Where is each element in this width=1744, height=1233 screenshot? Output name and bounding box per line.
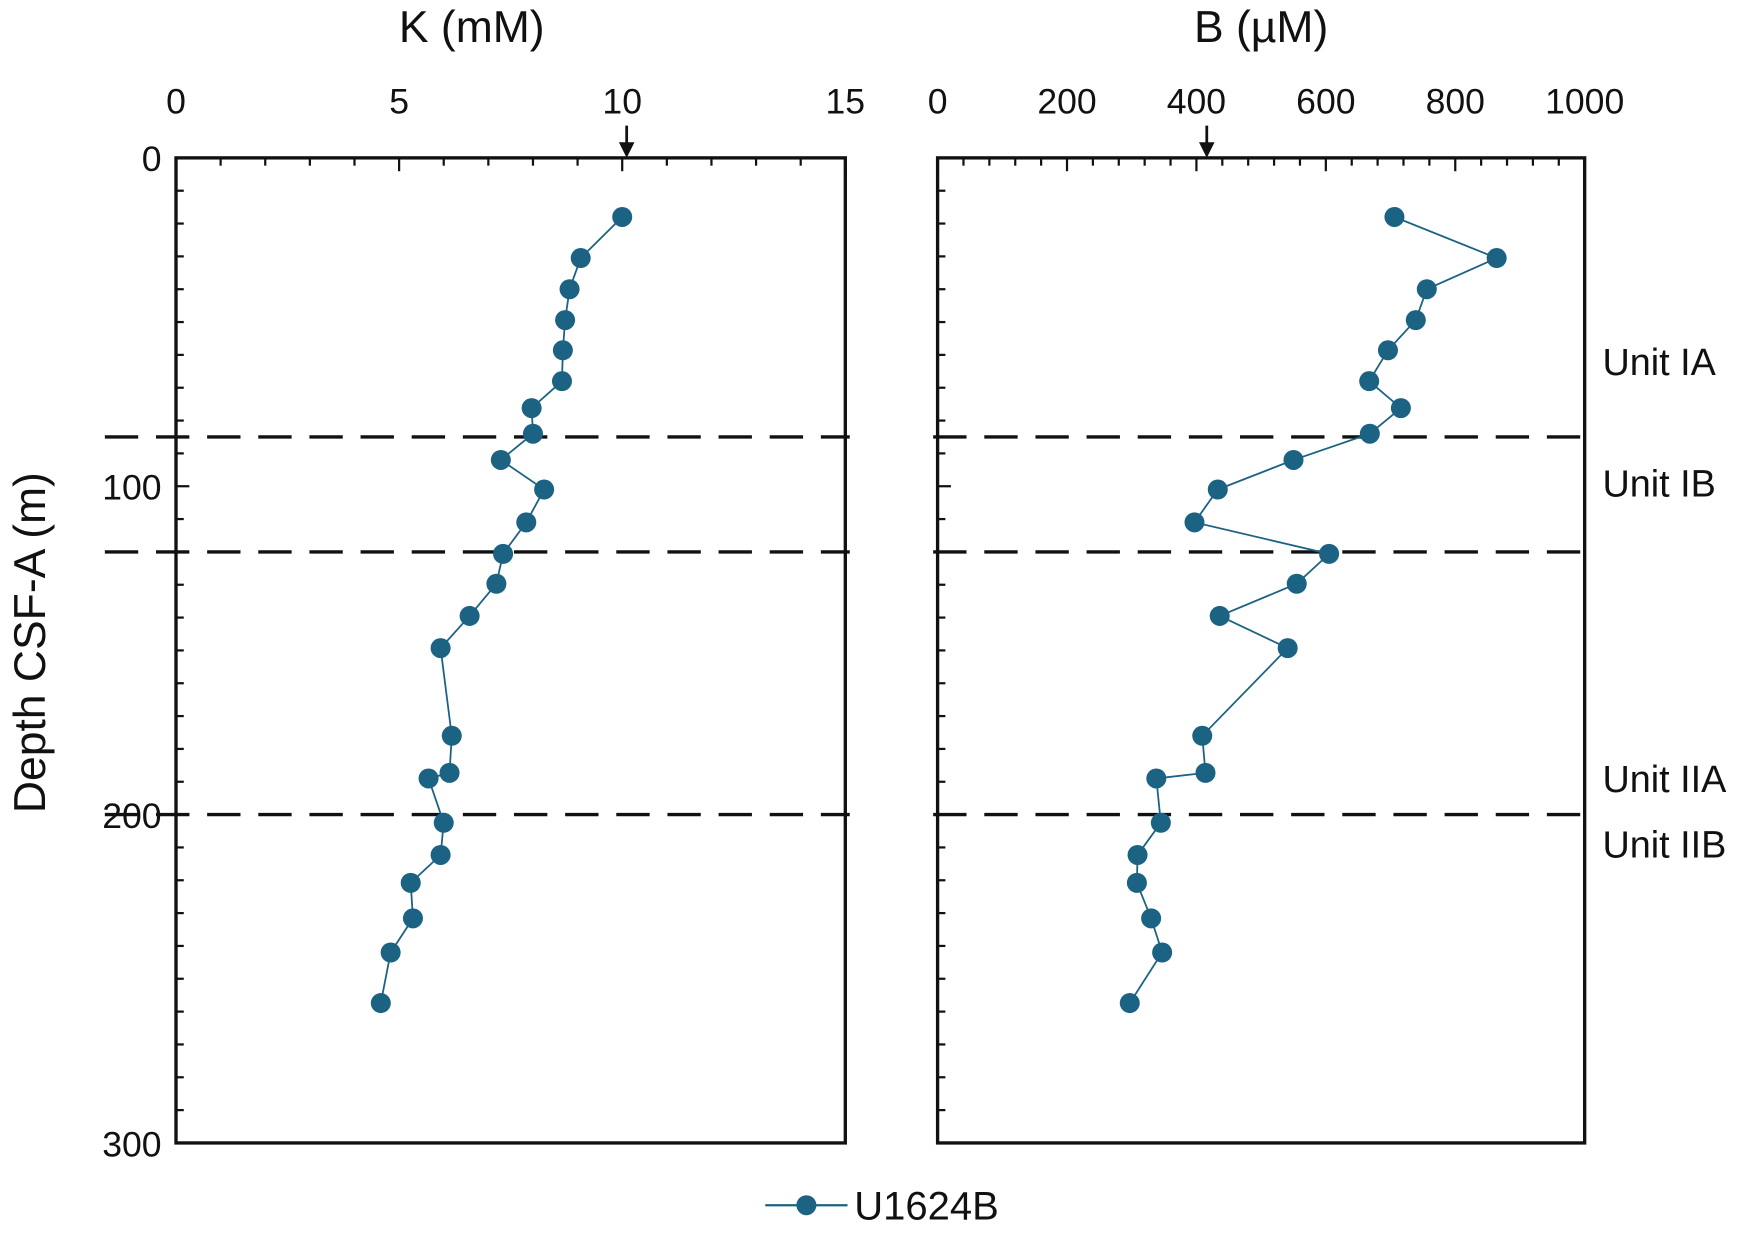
x-tick-label: 1000 [1545, 81, 1624, 121]
legend: U1624B [765, 1185, 999, 1229]
legend-label: U1624B [854, 1185, 999, 1229]
unit-label: Unit IIB [1602, 824, 1726, 866]
data-point [439, 762, 460, 783]
plot-frame [174, 156, 847, 1145]
data-point [490, 449, 511, 470]
data-point [1195, 762, 1216, 783]
data-point [1150, 812, 1171, 833]
data-point [1283, 449, 1304, 470]
y-tick-label: 0 [142, 139, 162, 179]
x-tick-label: 600 [1296, 81, 1355, 121]
y-tick-label: 100 [102, 468, 161, 508]
x-tick-label: 5 [389, 81, 409, 121]
data-point [1209, 605, 1230, 626]
series-line [1129, 216, 1499, 1004]
data-point [1384, 206, 1405, 227]
data-point [380, 942, 401, 963]
seawater-arrow-head [618, 142, 635, 158]
x-tick-label: 0 [166, 81, 186, 121]
y-axis-label: Depth CSF-A (m) [6, 472, 55, 813]
y-tick-label: 300 [102, 1124, 161, 1164]
unit-label: Unit IIA [1602, 759, 1727, 801]
data-point [521, 398, 542, 419]
data-point [400, 872, 421, 893]
data-point [430, 638, 451, 659]
seawater-arrow-head [1198, 142, 1215, 158]
data-point [1126, 872, 1147, 893]
data-point [1319, 543, 1340, 564]
data-point [430, 844, 451, 865]
unit-label: Unit IB [1602, 463, 1715, 505]
data-point [441, 725, 462, 746]
data-point [1377, 340, 1398, 361]
data-point [555, 310, 576, 331]
data-point [612, 206, 633, 227]
data-point [1486, 248, 1507, 269]
data-point [1277, 638, 1298, 659]
data-point [433, 812, 454, 833]
data-point [459, 605, 480, 626]
data-point [559, 279, 580, 300]
data-point [1359, 423, 1380, 444]
data-point [1359, 371, 1380, 392]
x-axis-label: K (mM) [399, 3, 545, 52]
data-point [552, 340, 573, 361]
data-point [1207, 479, 1228, 500]
data-point [522, 423, 543, 444]
data-point [516, 512, 537, 533]
plot-frame [935, 156, 1587, 1145]
data-point [534, 479, 555, 500]
data-point [1405, 310, 1426, 331]
panel-boron: 0 200 400 600 800 1000 B (µM) [928, 3, 1624, 1145]
x-tick-label: 400 [1167, 81, 1226, 121]
x-axis-label: B (µM) [1194, 3, 1328, 52]
data-point [1390, 398, 1411, 419]
x-tick-label: 0 [928, 81, 948, 121]
unit-label: Unit IA [1602, 342, 1716, 384]
data-point [1127, 844, 1148, 865]
data-point [551, 371, 572, 392]
x-tick-label: 15 [826, 81, 866, 121]
data-point [1119, 993, 1140, 1014]
x-tick-label: 200 [1037, 81, 1096, 121]
x-tick-label: 10 [602, 81, 642, 121]
data-point [1141, 908, 1162, 929]
data-point [1152, 942, 1173, 963]
data-point [370, 993, 391, 1014]
data-point [1286, 573, 1307, 594]
legend-marker [796, 1195, 817, 1216]
data-point [418, 768, 439, 789]
data-point [1416, 279, 1437, 300]
data-point [486, 573, 507, 594]
data-point [1184, 512, 1205, 533]
data-point [1146, 768, 1167, 789]
data-point [493, 543, 514, 564]
data-point [570, 248, 591, 269]
x-tick-label: 800 [1426, 81, 1485, 121]
data-point [1192, 725, 1213, 746]
data-point [402, 908, 423, 929]
